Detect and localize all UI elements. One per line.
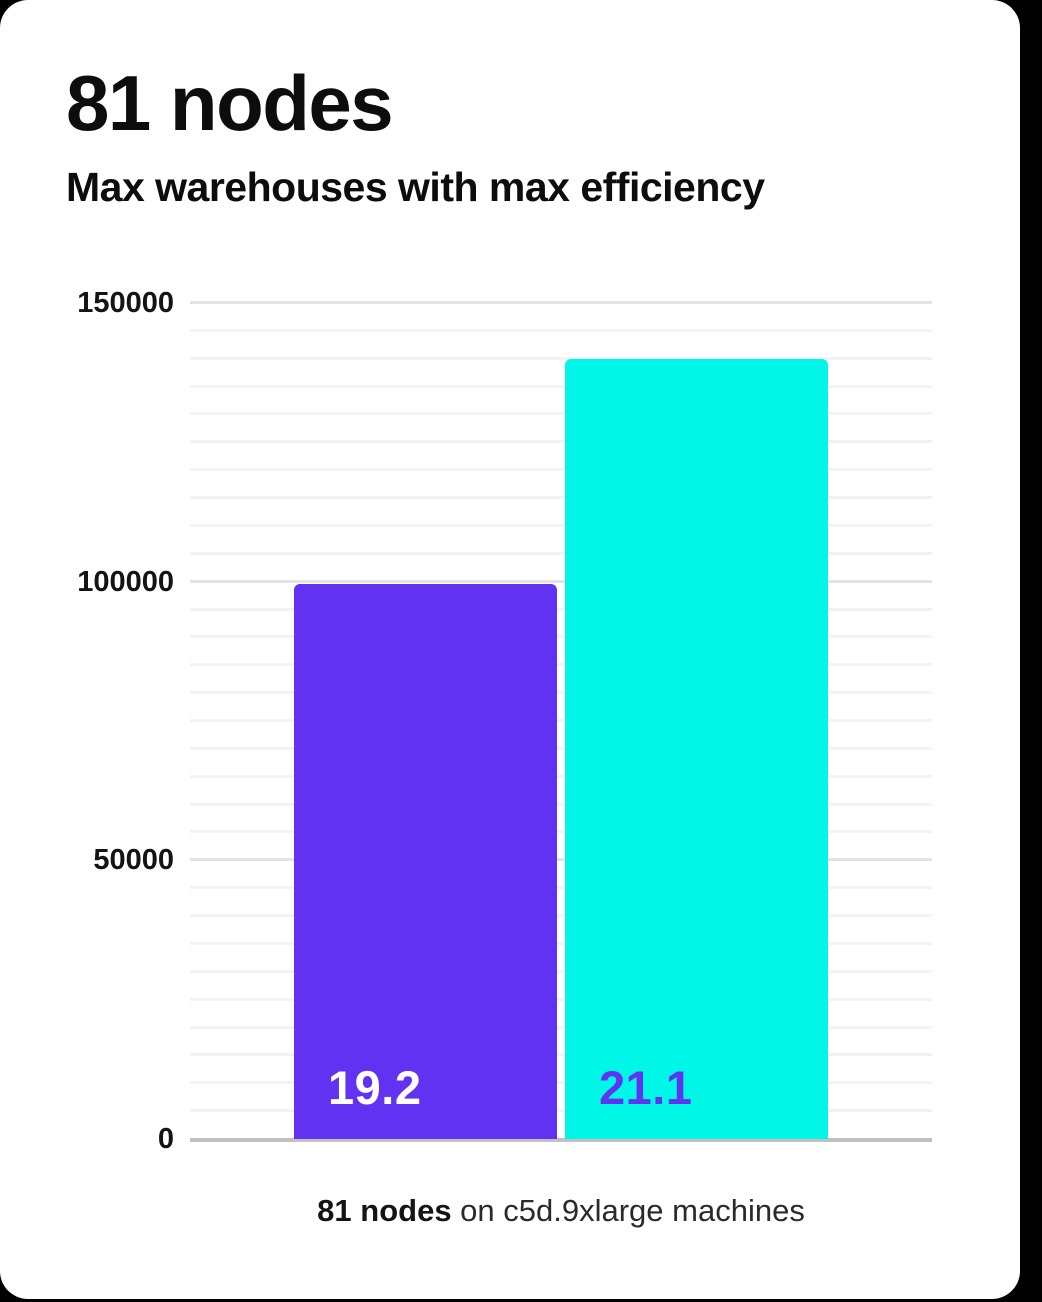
- y-axis-tick-label: 50000: [93, 844, 174, 877]
- minor-gridline: [190, 802, 932, 806]
- bar-purple: 19.2: [294, 584, 557, 1139]
- minor-gridline: [190, 719, 932, 722]
- minor-gridline: [190, 440, 932, 444]
- x-axis-line: [190, 1138, 932, 1142]
- minor-gridline: [190, 551, 932, 555]
- y-axis-tick-label: 100000: [77, 565, 174, 598]
- minor-gridline: [190, 356, 932, 360]
- bar-value-label: 21.1: [599, 1061, 693, 1114]
- bar-chart-plot-area: 0 50000 100000 150000 19.2 21.1: [77, 288, 932, 1154]
- minor-gridline: [190, 412, 932, 416]
- minor-gridline: [190, 997, 932, 1001]
- caption-regular-text: on c5d.9xlarge machines: [451, 1193, 805, 1228]
- page-subtitle: Max warehouses with max efficiency: [66, 164, 765, 210]
- bar-cyan: 21.1: [565, 358, 828, 1139]
- y-axis-tick-label: 150000: [77, 287, 174, 319]
- minor-gridline: [190, 607, 932, 611]
- caption-bold-text: 81 nodes: [317, 1193, 452, 1228]
- minor-gridline: [190, 635, 932, 639]
- major-gridline: [190, 301, 932, 304]
- minor-gridline: [190, 1081, 932, 1085]
- chart-card: 81 nodes Max warehouses with max efficie…: [0, 0, 1020, 1299]
- minor-gridline: [190, 496, 932, 500]
- page-title: 81 nodes: [66, 59, 394, 147]
- major-gridline: [190, 858, 932, 862]
- minor-gridline: [190, 1053, 932, 1057]
- minor-gridline: [190, 969, 932, 973]
- minor-gridline: [190, 914, 932, 918]
- minor-gridline: [190, 1025, 932, 1029]
- major-gridline: [190, 579, 932, 583]
- minor-gridline: [190, 691, 932, 695]
- minor-gridline: [190, 830, 932, 834]
- bar-value-label: 19.2: [328, 1061, 422, 1114]
- minor-gridline: [190, 941, 932, 945]
- minor-gridline: [190, 1109, 932, 1113]
- minor-gridline: [190, 746, 932, 750]
- minor-gridline: [190, 384, 932, 388]
- y-axis-tick-label: 0: [157, 1123, 174, 1155]
- minor-gridline: [190, 774, 932, 778]
- minor-gridline: [190, 328, 932, 332]
- minor-gridline: [190, 663, 932, 667]
- minor-gridline: [190, 468, 932, 472]
- minor-gridline: [190, 523, 932, 527]
- chart-caption: 81 nodes on c5d.9xlarge machines: [190, 1192, 932, 1230]
- minor-gridline: [190, 886, 932, 890]
